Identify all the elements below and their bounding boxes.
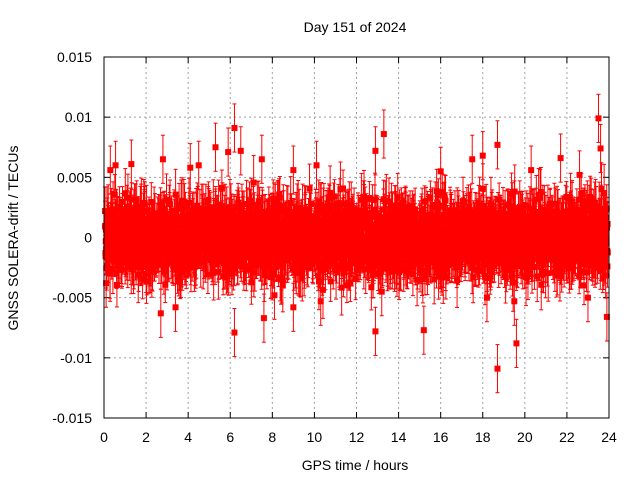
y-tick-label: -0.015: [52, 410, 92, 426]
data-points: [102, 93, 611, 394]
x-tick-label: 2: [142, 429, 150, 445]
x-tick-label: 4: [184, 429, 192, 445]
y-axis: -0.015 -0.01 -0.005 0 0.005 0.01 0.015: [52, 49, 609, 426]
x-tick-label: 0: [100, 429, 108, 445]
x-tick-label: 8: [268, 429, 276, 445]
x-tick-label: 24: [601, 429, 617, 445]
x-tick-label: 14: [391, 429, 407, 445]
y-tick-label: -0.005: [52, 290, 92, 306]
chart-title: Day 151 of 2024: [304, 19, 407, 35]
x-tick-label: 12: [349, 429, 365, 445]
x-tick-label: 20: [517, 429, 533, 445]
y-tick-label: 0: [84, 230, 92, 246]
x-tick-label: 16: [433, 429, 449, 445]
x-tick-label: 10: [307, 429, 323, 445]
x-tick-label: 18: [475, 429, 491, 445]
x-tick-label: 6: [226, 429, 234, 445]
y-tick-label: 0.01: [65, 109, 92, 125]
x-tick-label: 22: [559, 429, 575, 445]
y-tick-label: 0.005: [57, 169, 92, 185]
y-tick-label: 0.015: [57, 49, 92, 65]
y-tick-label: -0.01: [60, 350, 92, 366]
